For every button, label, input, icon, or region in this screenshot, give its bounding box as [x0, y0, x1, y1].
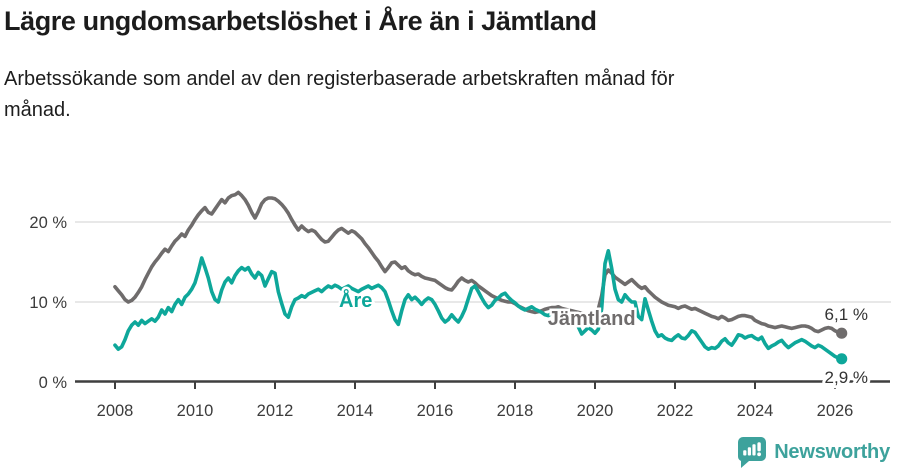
- chart-title: Lägre ungdomsarbetslöshet i Åre än i Jäm…: [4, 6, 597, 36]
- y-tick-label: 20 %: [29, 214, 67, 232]
- are-series-label: Åre: [339, 288, 372, 312]
- x-tick-label: 2008: [97, 402, 134, 420]
- y-tick-label: 10 %: [29, 294, 67, 312]
- jamtland-series-label: Jämtland: [548, 308, 636, 330]
- newsworthy-logo: Newsworthy: [737, 437, 890, 468]
- x-tick-label: 2010: [177, 402, 214, 420]
- x-tick-label: 2012: [257, 402, 294, 420]
- x-tick-label: 2026: [817, 402, 854, 420]
- newsworthy-chart-bubble-icon: [738, 437, 767, 468]
- are-end-dot: [836, 353, 848, 365]
- jamtland-end-dot: [836, 327, 848, 339]
- jamtland-end-value-label: 6,1 %: [825, 305, 868, 324]
- are-end-value-label: 2,9 %: [825, 368, 868, 387]
- are-line: [113, 249, 844, 361]
- newsworthy-wordmark: Newsworthy: [774, 441, 890, 463]
- jamtland-line: [113, 190, 844, 336]
- x-tick-label: 2016: [417, 402, 454, 420]
- chart-subtitle: Arbetssökande som andel av den registerb…: [4, 68, 675, 121]
- x-tick-label: 2022: [657, 402, 694, 420]
- y-tick-label: 0 %: [39, 374, 68, 392]
- x-tick-label: 2014: [337, 402, 374, 420]
- x-tick-label: 2018: [497, 402, 534, 420]
- x-tick-label: 2024: [737, 402, 774, 420]
- x-tick-label: 2020: [577, 402, 614, 420]
